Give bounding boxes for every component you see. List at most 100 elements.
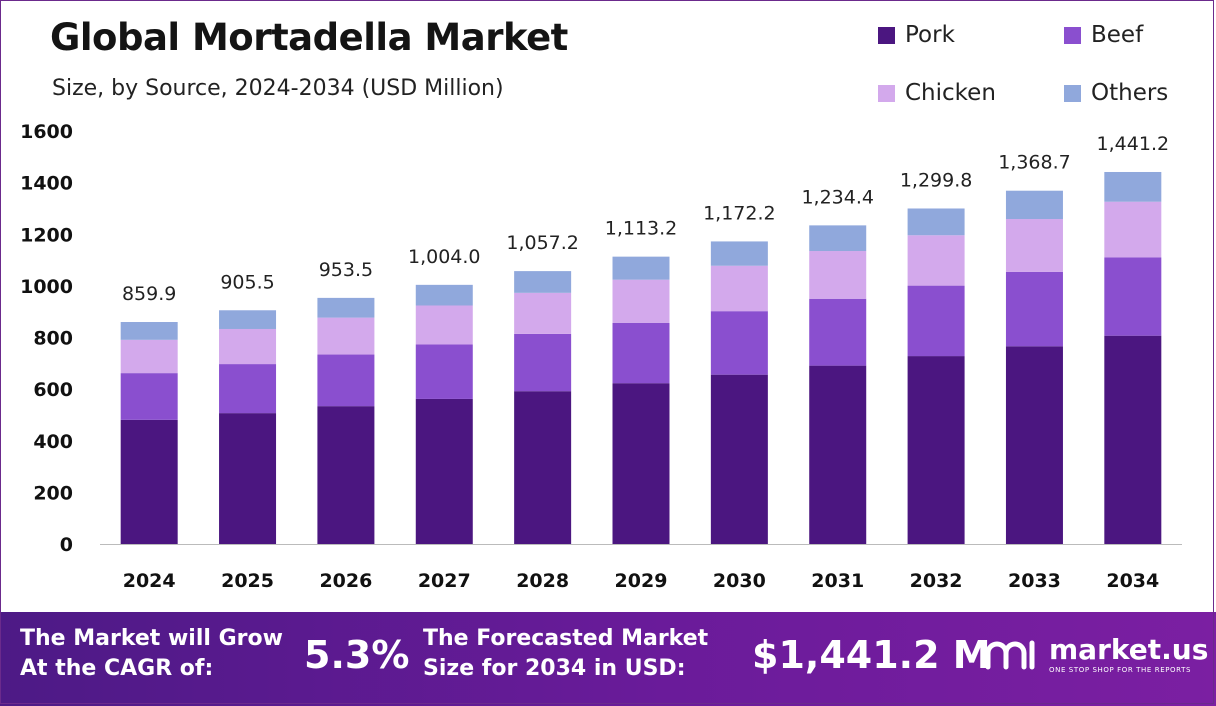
bar-segment-others-2029 <box>612 256 670 280</box>
bar-segment-chicken-2028 <box>514 292 572 334</box>
forecast-label: The Forecasted Market Size for 2034 in U… <box>423 624 708 684</box>
bar-segment-pork-2034 <box>1104 335 1162 544</box>
bar-segment-others-2032 <box>907 208 965 236</box>
legend-item-others: Others <box>1064 80 1168 106</box>
bar-segment-beef-2027 <box>415 344 473 399</box>
bar-segment-others-2025 <box>219 310 277 329</box>
cagr-label-line1: The Market will Grow <box>20 626 283 651</box>
bar-segment-chicken-2032 <box>907 235 965 286</box>
bar-segment-beef-2026 <box>317 354 375 407</box>
bar-total-label-2026: 953.5 <box>319 259 373 281</box>
bar-total-label-2032: 1,299.8 <box>900 169 973 191</box>
forecast-label-line2: Size for 2034 in USD: <box>423 656 686 681</box>
bar-total-label-2027: 1,004.0 <box>408 246 481 268</box>
bar-segment-chicken-2030 <box>710 265 768 312</box>
bar-segment-others-2027 <box>415 284 473 306</box>
cagr-value: 5.3% <box>304 633 410 677</box>
bar-segment-others-2024 <box>120 322 178 340</box>
bar-segment-beef-2030 <box>710 311 768 375</box>
brand-name: market.us <box>1049 633 1209 666</box>
legend-label-pork: Pork <box>905 22 955 48</box>
legend-label-beef: Beef <box>1091 22 1144 48</box>
bar-segment-pork-2028 <box>514 391 572 544</box>
bar-segment-beef-2034 <box>1104 257 1162 336</box>
bar-segment-chicken-2033 <box>1005 219 1063 272</box>
cagr-label: The Market will Grow At the CAGR of: <box>20 624 283 684</box>
bar-total-label-2034: 1,441.2 <box>1097 133 1170 155</box>
bar-segment-chicken-2029 <box>612 279 670 323</box>
x-tick-label-2034: 2034 <box>1106 570 1159 592</box>
bar-total-label-2028: 1,057.2 <box>506 232 579 254</box>
y-tick-label: 1200 <box>20 224 73 246</box>
bar-segment-chicken-2031 <box>809 251 867 299</box>
x-tick-label-2029: 2029 <box>615 570 668 592</box>
brand-tagline: ONE STOP SHOP FOR THE REPORTS <box>1049 666 1192 674</box>
x-tick-label-2030: 2030 <box>713 570 766 592</box>
legend-swatch-pork <box>878 26 895 44</box>
bar-segment-beef-2024 <box>120 373 178 420</box>
bar-segment-beef-2032 <box>907 285 965 357</box>
legend-swatch-others <box>1064 84 1081 102</box>
bar-segment-chicken-2034 <box>1104 201 1162 258</box>
y-tick-label: 1400 <box>20 173 73 195</box>
chart-subtitle: Size, by Source, 2024-2034 (USD Million) <box>52 76 504 101</box>
forecast-label-line1: The Forecasted Market <box>423 626 709 651</box>
bar-segment-others-2031 <box>809 225 867 252</box>
legend-item-chicken: Chicken <box>878 80 996 106</box>
y-tick-label: 600 <box>33 379 73 401</box>
legend-label-chicken: Chicken <box>905 80 996 106</box>
bar-total-label-2029: 1,113.2 <box>605 218 678 240</box>
legend-label-others: Others <box>1091 80 1169 106</box>
bar-segment-beef-2031 <box>809 298 867 366</box>
x-tick-label-2031: 2031 <box>811 570 864 592</box>
x-tick-label-2028: 2028 <box>516 570 569 592</box>
bar-segment-others-2028 <box>514 271 572 293</box>
legend-item-beef: Beef <box>1064 22 1143 48</box>
stacked-bar-chart: 0 200 400 600 800 1000 1200 1400 1600 859.9 2024 90… <box>20 121 1182 592</box>
bar-segment-pork-2032 <box>907 356 965 544</box>
bar-segment-pork-2031 <box>809 365 867 544</box>
y-tick-label: 0 <box>60 534 73 556</box>
x-tick-label-2033: 2033 <box>1008 570 1061 592</box>
market-us-logo-icon <box>985 640 1035 670</box>
bar-segment-pork-2030 <box>710 374 768 544</box>
bar-segment-pork-2027 <box>415 398 473 544</box>
bar-segment-others-2026 <box>317 297 375 318</box>
legend-swatch-chicken <box>878 84 895 102</box>
bar-total-label-2033: 1,368.7 <box>998 152 1071 174</box>
bar-segment-beef-2025 <box>219 364 277 414</box>
bar-total-label-2024: 859.9 <box>122 283 176 305</box>
cagr-label-line2: At the CAGR of: <box>20 656 214 681</box>
bar-total-label-2030: 1,172.2 <box>703 202 776 224</box>
x-tick-label-2027: 2027 <box>418 570 471 592</box>
x-tick-label-2025: 2025 <box>221 570 274 592</box>
bar-segment-chicken-2025 <box>219 328 277 365</box>
bar-segment-pork-2025 <box>219 413 277 544</box>
bar-total-label-2031: 1,234.4 <box>801 186 874 208</box>
brand-logo: market.us ONE STOP SHOP FOR THE REPORTS <box>985 636 1208 674</box>
bar-segment-others-2034 <box>1104 171 1162 202</box>
y-tick-label: 1600 <box>20 121 73 143</box>
bar-segment-pork-2033 <box>1005 346 1063 544</box>
bar-segment-others-2033 <box>1005 190 1063 220</box>
footer-banner <box>0 612 1216 706</box>
legend-swatch-beef <box>1064 26 1081 44</box>
bar-segment-chicken-2027 <box>415 305 473 345</box>
bar-segment-pork-2029 <box>612 383 670 544</box>
x-tick-label-2032: 2032 <box>910 570 963 592</box>
bar-total-label-2025: 905.5 <box>220 271 274 293</box>
legend-item-pork: Pork <box>878 22 955 48</box>
y-tick-label: 1000 <box>20 276 73 298</box>
bar-segment-chicken-2024 <box>120 339 178 374</box>
bar-segment-pork-2026 <box>317 406 375 544</box>
bar-segment-chicken-2026 <box>317 317 375 355</box>
y-tick-label: 800 <box>33 328 73 350</box>
y-tick-label: 400 <box>33 431 73 453</box>
x-tick-label-2024: 2024 <box>123 570 176 592</box>
chart-title: Global Mortadella Market <box>50 16 568 59</box>
bar-segment-others-2030 <box>710 241 768 266</box>
bar-segment-beef-2029 <box>612 322 670 384</box>
x-tick-label-2026: 2026 <box>319 570 372 592</box>
forecast-value: $1,441.2 M <box>752 633 991 677</box>
bar-segment-beef-2028 <box>514 333 572 392</box>
